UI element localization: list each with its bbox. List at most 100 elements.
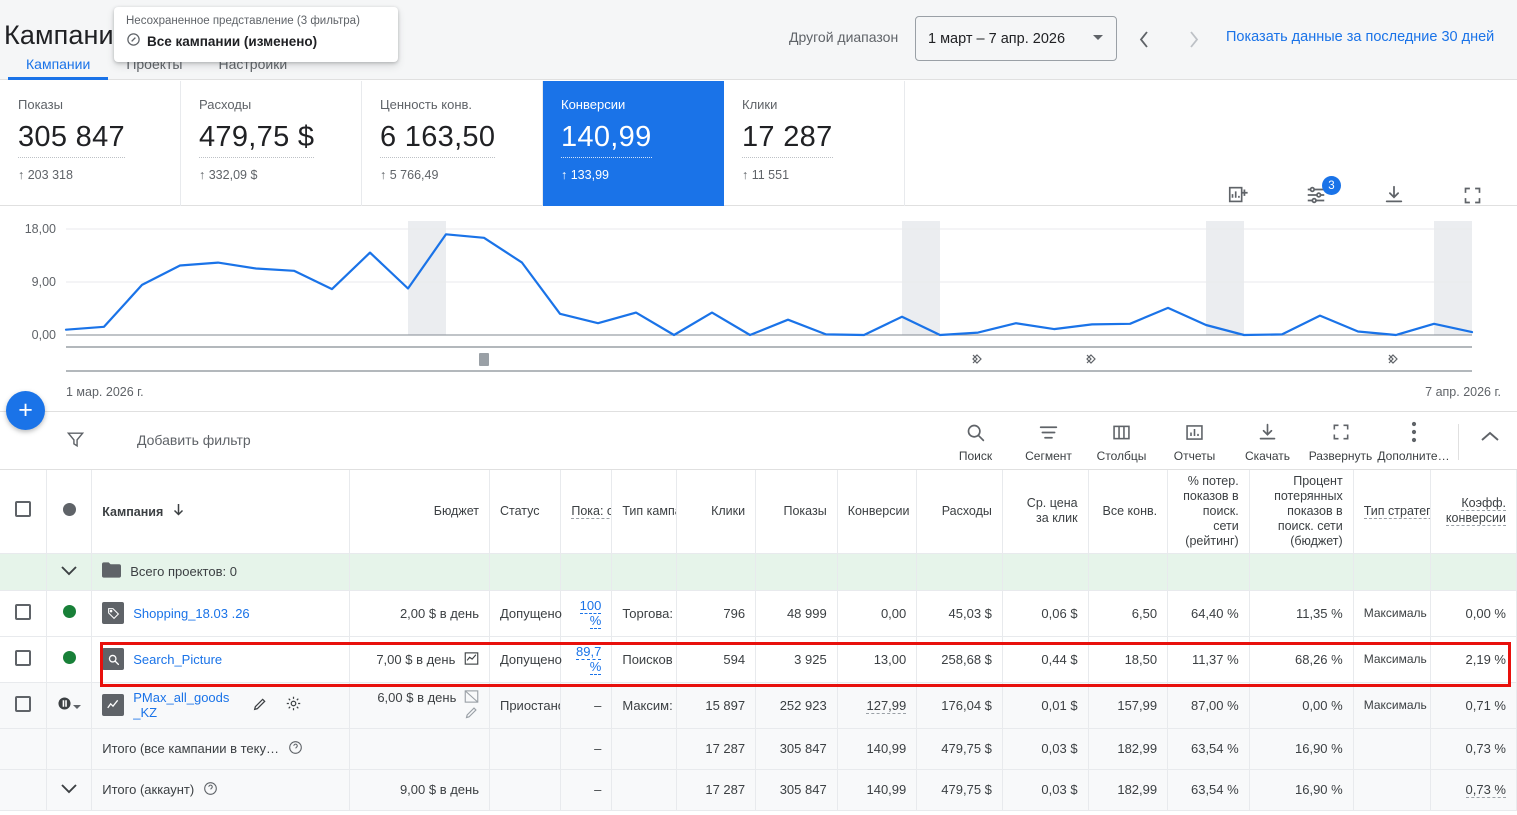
metric-card-cost[interactable]: Расходы 479,75 $ ↑ 332,09 $ xyxy=(181,81,362,206)
chevron-down-icon xyxy=(61,564,77,579)
row-checkbox[interactable] xyxy=(15,649,32,666)
row-checkbox[interactable] xyxy=(15,603,32,620)
metric-label: Конверсии xyxy=(561,97,626,112)
metric-card-clicks[interactable]: Клики 17 287 ↑ 11 551 xyxy=(724,81,905,206)
totals-conversions: 140,99 xyxy=(837,728,918,770)
help-circle-icon[interactable] xyxy=(288,740,303,758)
table-group-row[interactable]: Всего проектов: 0 xyxy=(0,553,1517,591)
collapse-panel-button[interactable] xyxy=(1473,430,1507,448)
chevron-down-icon[interactable] xyxy=(72,698,81,713)
column-header-impressions[interactable]: Показы xyxy=(755,470,838,554)
help-circle-icon[interactable] xyxy=(203,781,218,799)
next-range-button[interactable] xyxy=(1177,23,1209,55)
no-chart-icon[interactable] xyxy=(464,689,479,704)
optimization-score-cell[interactable]: 89,7 % xyxy=(560,636,613,683)
pencil-edit-icon[interactable] xyxy=(252,696,268,715)
performance-max-icon xyxy=(102,694,125,716)
gear-settings-icon[interactable] xyxy=(285,695,302,715)
group-cell xyxy=(837,553,918,591)
table-row[interactable]: Search_Picture 7,00 $ в день Допущено 89… xyxy=(0,636,1517,683)
optimization-score-cell[interactable]: 100 % xyxy=(560,590,613,637)
budget-cell[interactable]: 6,00 $ в день xyxy=(349,682,490,729)
campaign-link[interactable]: PMax_all_goods _KZ xyxy=(133,690,230,720)
lost-is-rank-cell: 11,37 % xyxy=(1167,636,1250,683)
totals-label: Итого (все кампании в теку… xyxy=(102,741,279,756)
column-header-conversions[interactable]: Конверсии xyxy=(837,470,918,554)
campaign-type-cell: Торгова: кампани xyxy=(611,590,677,637)
group-cell xyxy=(560,553,613,591)
campaign-name-cell[interactable]: PMax_all_goods _KZ xyxy=(91,682,351,729)
more-options-button[interactable]: Дополните… xyxy=(1377,418,1450,463)
budget-cell[interactable]: 7,00 $ в день xyxy=(349,636,490,683)
select-all-checkbox[interactable] xyxy=(15,501,32,518)
totals-expander[interactable] xyxy=(46,769,93,811)
column-header-clicks[interactable]: Клики xyxy=(676,470,757,554)
row-status-dot-cell[interactable] xyxy=(46,636,93,683)
tool-label: Скачать xyxy=(1245,449,1290,463)
metric-card-conversions[interactable]: Конверсии 140,99 ↑ 133,99 xyxy=(543,81,724,206)
campaign-name-cell[interactable]: Search_Picture xyxy=(91,636,351,683)
column-header-avg-cpc[interactable]: Ср. цена за клик xyxy=(1002,470,1089,554)
column-header-optimization[interactable]: Пока: оптимı xyxy=(560,470,613,554)
segment-button[interactable]: Сегмент xyxy=(1012,418,1085,463)
show-last-30-days-link[interactable]: Показать данные за последние 30 дней xyxy=(1226,29,1495,45)
group-cell xyxy=(755,553,838,591)
bid-strategy-cell[interactable]: Максималь ценность конверсий xyxy=(1353,682,1432,729)
group-expander[interactable] xyxy=(46,553,93,591)
add-filter-button[interactable]: Добавить фильтр xyxy=(137,432,251,448)
select-all-header[interactable] xyxy=(0,470,48,554)
campaign-name-cell[interactable]: Shopping_18.03 .26 xyxy=(91,590,351,637)
date-range-selector[interactable]: 1 март – 7 апр. 2026 xyxy=(915,16,1117,61)
column-header-status[interactable]: Статус xyxy=(489,470,562,554)
group-cell xyxy=(1088,553,1169,591)
view-saved-icon xyxy=(126,32,141,50)
campaign-link[interactable]: Search_Picture xyxy=(133,651,223,667)
all-conv-cell: 18,50 xyxy=(1088,636,1169,683)
filter-funnel-icon[interactable] xyxy=(66,430,85,454)
column-header-bid-strategy[interactable]: Тип стратегии назначенı ставок xyxy=(1353,470,1432,554)
totals-opt-score: – xyxy=(560,769,613,811)
prev-range-button[interactable] xyxy=(1128,23,1160,55)
columns-button[interactable]: Столбцы xyxy=(1085,418,1158,463)
campaigns-table[interactable]: Кампания Бюджет Статус Пока: оптимı Тип … xyxy=(0,470,1517,815)
column-header-all-conv[interactable]: Все конв. xyxy=(1088,470,1169,554)
table-row[interactable]: Shopping_18.03 .26 2,00 $ в день Допущен… xyxy=(0,590,1517,637)
campaign-link[interactable]: Shopping_18.03 .26 xyxy=(133,605,250,621)
totals-impressions: 305 847 xyxy=(755,769,838,811)
row-checkbox[interactable] xyxy=(15,695,32,712)
reports-button[interactable]: Отчеты xyxy=(1158,418,1231,463)
tab-campaigns[interactable]: Кампании xyxy=(8,54,108,80)
svg-text:0,00: 0,00 xyxy=(32,328,56,342)
avg-cpc-cell: 0,06 $ xyxy=(1002,590,1089,637)
row-checkbox-cell[interactable] xyxy=(0,590,48,637)
row-status-dot-cell[interactable] xyxy=(46,590,93,637)
column-header-lost-is-budget[interactable]: Процент потерянных показов в поиск. сети… xyxy=(1249,470,1354,554)
column-header-lost-is-rank[interactable]: % потер. показов в поиск. сети (рейтинг) xyxy=(1167,470,1250,554)
table-expand-button[interactable]: Развернуть xyxy=(1304,418,1377,463)
search-button[interactable]: Поиск xyxy=(939,418,1012,463)
budget-cell[interactable]: 2,00 $ в день xyxy=(349,590,490,637)
column-header-campaign-type[interactable]: Тип кампан xyxy=(611,470,677,554)
reports-bar-chart-icon xyxy=(1158,418,1231,446)
tool-label: Столбцы xyxy=(1096,449,1147,463)
bid-strategy-cell[interactable]: Максималь количество кликов xyxy=(1353,636,1432,683)
column-header-budget[interactable]: Бюджет xyxy=(349,470,490,554)
row-checkbox-cell[interactable] xyxy=(0,682,48,729)
row-checkbox-cell[interactable] xyxy=(0,636,48,683)
add-campaign-fab[interactable]: + xyxy=(6,391,45,430)
metric-value: 6 163,50 xyxy=(380,120,496,158)
table-download-button[interactable]: Скачать xyxy=(1231,418,1304,463)
totals-avg-cpc: 0,03 $ xyxy=(1002,728,1089,770)
metric-card-impressions[interactable]: Показы 305 847 ↑ 203 318 xyxy=(0,81,181,206)
column-header-conv-rate[interactable]: Коэфф. конверсии xyxy=(1430,470,1517,554)
metric-card-conv-value[interactable]: Ценность конв. 6 163,50 ↑ 5 766,49 xyxy=(362,81,543,206)
conversions-cell: 13,00 xyxy=(837,636,918,683)
row-status-dot-cell[interactable] xyxy=(46,682,93,729)
pencil-edit-icon[interactable] xyxy=(464,705,479,720)
chart-start-date: 1 мар. 2026 г. xyxy=(66,385,144,399)
column-header-cost[interactable]: Расходы xyxy=(916,470,1003,554)
chart-line-icon[interactable] xyxy=(464,651,479,666)
column-header-campaign[interactable]: Кампания xyxy=(91,470,351,554)
bid-strategy-cell[interactable]: Максималь количество кликов xyxy=(1353,590,1432,637)
table-row[interactable]: PMax_all_goods _KZ xyxy=(0,682,1517,729)
